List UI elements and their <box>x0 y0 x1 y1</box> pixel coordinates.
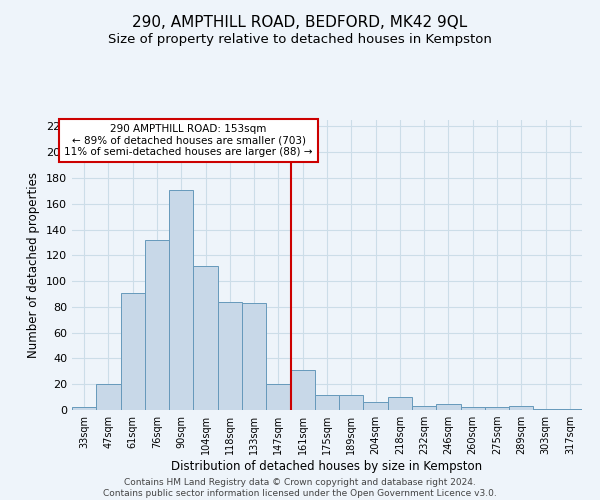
Bar <box>558 408 582 410</box>
Bar <box>72 408 96 410</box>
Bar <box>388 397 412 410</box>
Bar <box>315 394 339 410</box>
Bar <box>290 370 315 410</box>
Text: 290 AMPTHILL ROAD: 153sqm
← 89% of detached houses are smaller (703)
11% of semi: 290 AMPTHILL ROAD: 153sqm ← 89% of detac… <box>64 124 313 157</box>
Bar <box>145 240 169 410</box>
X-axis label: Distribution of detached houses by size in Kempston: Distribution of detached houses by size … <box>172 460 482 473</box>
Text: Size of property relative to detached houses in Kempston: Size of property relative to detached ho… <box>108 32 492 46</box>
Bar <box>509 406 533 410</box>
Text: 290, AMPTHILL ROAD, BEDFORD, MK42 9QL: 290, AMPTHILL ROAD, BEDFORD, MK42 9QL <box>133 15 467 30</box>
Bar <box>169 190 193 410</box>
Bar <box>339 394 364 410</box>
Bar <box>364 402 388 410</box>
Bar <box>412 406 436 410</box>
Bar <box>436 404 461 410</box>
Text: Contains HM Land Registry data © Crown copyright and database right 2024.
Contai: Contains HM Land Registry data © Crown c… <box>103 478 497 498</box>
Y-axis label: Number of detached properties: Number of detached properties <box>28 172 40 358</box>
Bar <box>533 408 558 410</box>
Bar <box>266 384 290 410</box>
Bar <box>193 266 218 410</box>
Bar <box>461 408 485 410</box>
Bar <box>96 384 121 410</box>
Bar <box>218 302 242 410</box>
Bar <box>485 408 509 410</box>
Bar <box>242 303 266 410</box>
Bar <box>121 292 145 410</box>
